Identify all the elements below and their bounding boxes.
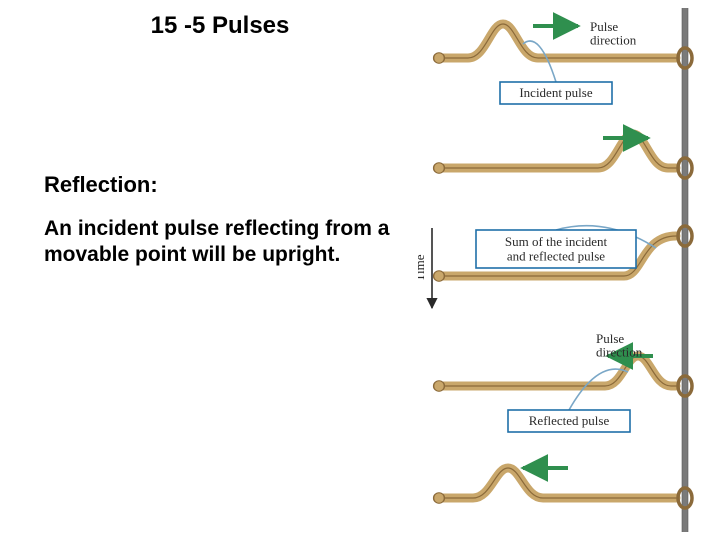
svg-text:Sum of the incidentand reflect: Sum of the incidentand reflected pulse <box>505 234 608 264</box>
slide: 15 -5 Pulses Reflection: An incident pul… <box>0 0 720 540</box>
page-title: 15 -5 Pulses <box>0 12 440 40</box>
pulse-reflection-figure: Time Pulsedirection Incident pulse Sum of t… <box>418 8 708 532</box>
svg-text:Incident pulse: Incident pulse <box>519 85 593 100</box>
svg-text:Pulsedirection: Pulsedirection <box>596 331 643 360</box>
svg-text:Reflected pulse: Reflected pulse <box>529 413 610 428</box>
section-subhead: Reflection: <box>44 172 158 198</box>
svg-text:Pulsedirection: Pulsedirection <box>590 19 637 48</box>
svg-text:Time: Time <box>418 254 427 281</box>
body-text: An incident pulse reflecting from a mova… <box>44 216 404 269</box>
